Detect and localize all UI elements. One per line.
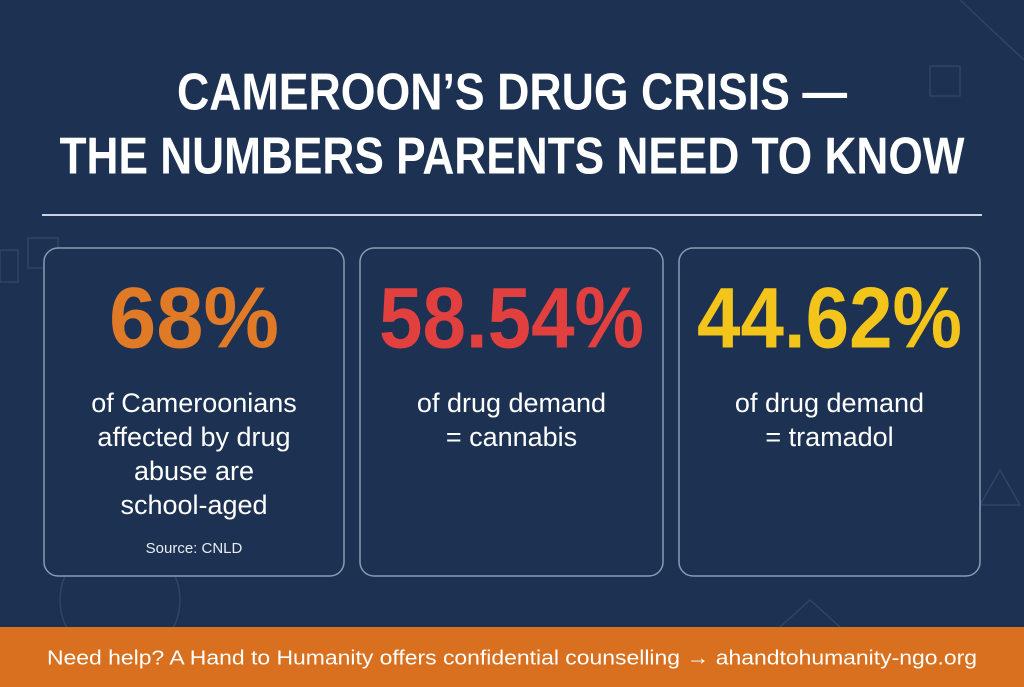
stat-figure: 68% xyxy=(109,271,279,367)
stat-text: = cannabis xyxy=(446,422,577,452)
stat-source: Source: CNLD xyxy=(146,540,243,557)
title-line: CAMEROON’S DRUG CRISIS — xyxy=(177,64,847,122)
stat-figure: 44.62% xyxy=(697,271,962,367)
footer-text: Need help? A Hand to Humanity offers con… xyxy=(47,647,977,669)
stat-text: = tramadol xyxy=(765,422,893,452)
stat-figure: 58.54% xyxy=(379,271,644,367)
cards: 68% of Cameroonians affected by drug abuse … xyxy=(43,247,981,577)
stat-text: of Cameroonians xyxy=(91,388,297,418)
stat-text: of drug demand xyxy=(417,388,606,418)
stat-card xyxy=(359,247,664,577)
stat-card xyxy=(43,247,345,577)
stat-text: abuse are xyxy=(134,456,254,486)
stat-text: school-aged xyxy=(120,490,267,520)
stat-text: affected by drug xyxy=(97,422,290,452)
footer-band xyxy=(0,627,1024,687)
title-line: THE NUMBERS PARENTS NEED TO KNOW xyxy=(60,128,966,186)
stat-text: of drug demand xyxy=(735,388,924,418)
stat-card xyxy=(678,247,981,577)
